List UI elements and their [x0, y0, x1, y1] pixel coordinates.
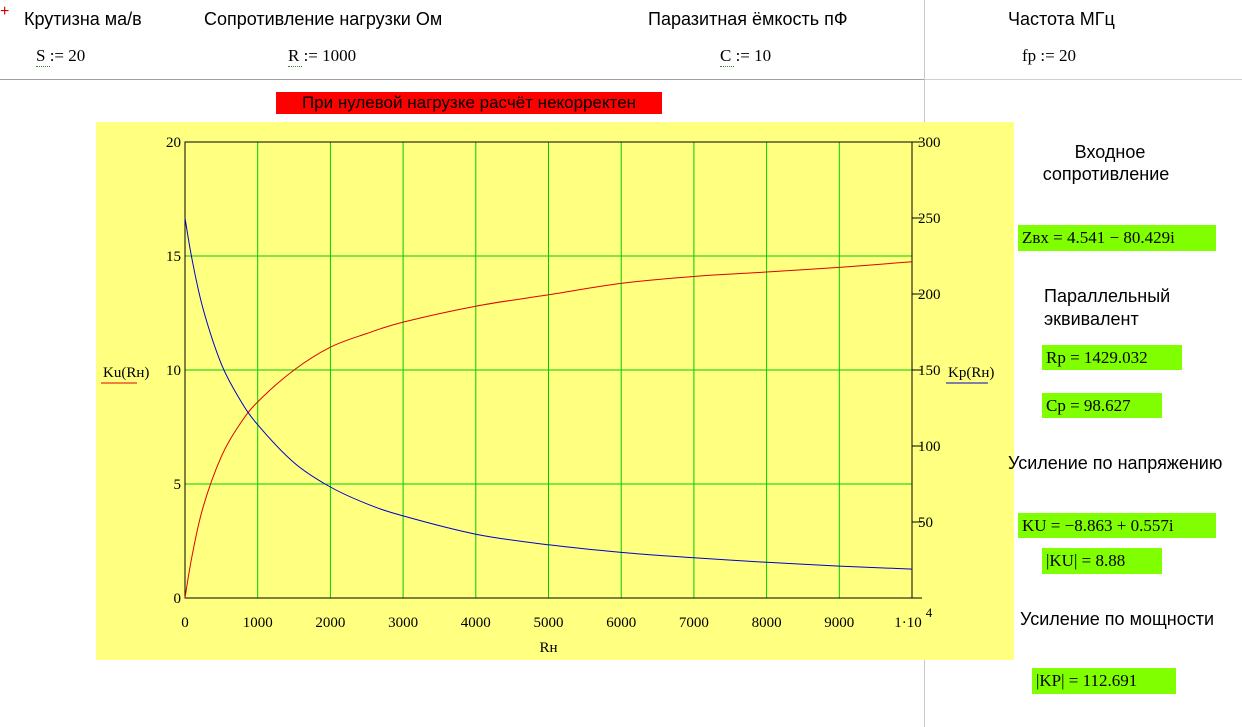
y-right-axis-label: Kp(Rн) — [948, 365, 994, 381]
frequency-label: Частота МГц — [1008, 9, 1115, 29]
x-tick-label: 3000 — [388, 615, 418, 631]
y-left-tick-label: 15 — [166, 249, 181, 265]
plot-background[interactable] — [96, 122, 1014, 660]
c-squiggle — [720, 63, 734, 67]
s-definition[interactable]: S := 20 — [36, 46, 86, 65]
x-tick-label: 0 — [181, 615, 189, 631]
voltage-gain-title: Усиление по напряжению — [1008, 453, 1223, 473]
x-tick-label: 2000 — [315, 615, 345, 631]
x-tick-label: 5000 — [534, 615, 564, 631]
x-tick-label: 4000 — [461, 615, 491, 631]
cp-result[interactable]: Cp = 98.627 — [1042, 393, 1162, 418]
y-right-tick-label: 300 — [918, 135, 941, 151]
ku-abs-result[interactable]: |KU| = 8.88 — [1042, 548, 1162, 574]
load-resistance-label: Сопротивление нагрузки Ом — [204, 9, 443, 29]
zin-result[interactable]: Zвх = 4.541 − 80.429i — [1018, 225, 1216, 251]
y-right-tick-label: 150 — [918, 363, 941, 379]
s-squiggle — [36, 63, 50, 67]
x-tick-label: 8000 — [752, 615, 782, 631]
warning-banner: При нулевой нагрузке расчёт некорректен — [276, 92, 662, 114]
zin-title-line1: Входное — [1074, 142, 1146, 162]
x-tick-label: 9000 — [824, 615, 854, 631]
r-definition[interactable]: R := 1000 — [288, 46, 357, 65]
y-left-tick-label: 10 — [166, 363, 181, 379]
header-divider-right — [924, 79, 1242, 80]
rp-result[interactable]: Rp = 1429.032 — [1042, 345, 1182, 370]
c-definition[interactable]: C := 10 — [720, 46, 772, 65]
x-tick-label: 1·10 — [894, 615, 922, 631]
kp-series-line — [184, 217, 913, 570]
y-right-tick-label: 200 — [918, 287, 941, 303]
parallel-title-line1: Параллельный — [1044, 286, 1171, 306]
y-right-tick-label: 250 — [918, 211, 941, 227]
r-squiggle — [288, 63, 302, 67]
x-axis-label: Rн — [539, 640, 557, 656]
power-gain-title: Усиление по мощности — [1020, 609, 1215, 629]
ku-result[interactable]: KU = −8.863 + 0.557i — [1018, 513, 1216, 538]
region-marker-icon: + — [0, 3, 10, 20]
fp-definition[interactable]: fp := 20 — [1022, 46, 1076, 65]
y-left-tick-label: 0 — [174, 591, 182, 607]
slope-label: Крутизна ма/в — [24, 9, 142, 29]
zin-title-line2: сопротивление — [1042, 164, 1170, 184]
y-left-axis-label: Ku(Rн) — [103, 365, 149, 381]
y-right-tick-label: 50 — [918, 515, 933, 531]
y-left-tick-label: 5 — [174, 477, 182, 493]
header-divider — [0, 79, 924, 80]
kp-abs-result[interactable]: |KP| = 112.691 — [1032, 668, 1176, 694]
x-tick-exponent: 4 — [926, 605, 933, 620]
ku-series-line — [184, 261, 913, 599]
x-tick-label: 1000 — [243, 615, 273, 631]
x-tick-label: 6000 — [606, 615, 636, 631]
parallel-title-line2: эквивалент — [1044, 309, 1139, 329]
y-left-tick-label: 20 — [166, 135, 181, 151]
y-right-tick-label: 100 — [918, 439, 941, 455]
x-tick-label: 7000 — [679, 615, 709, 631]
parasitic-capacitance-label: Паразитная ёмкость пФ — [648, 9, 848, 29]
